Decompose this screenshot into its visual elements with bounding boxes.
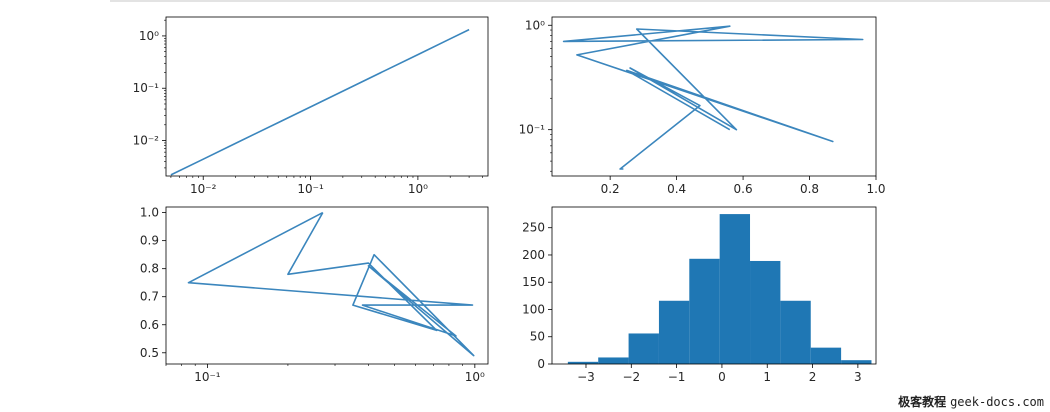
y-tick-label: 10⁰: [139, 29, 159, 43]
subplot-top-right: 0.2 0.4 0.6 0.8 1.0 10⁻¹ 10⁰: [519, 16, 886, 196]
x-tick-label: −3: [577, 370, 595, 384]
y-tick-label: 0: [537, 357, 545, 371]
y-tick-label: 0.7: [140, 290, 159, 304]
x-tick-label: 10⁻¹: [297, 182, 324, 196]
axes-frame: [551, 206, 877, 365]
y-tick-label: 10⁻²: [133, 134, 160, 148]
y-tick-label: 100: [522, 302, 545, 316]
histogram-bar: [567, 361, 599, 364]
axes-frame: [165, 16, 489, 177]
x-tick-label: 10⁻²: [190, 182, 217, 196]
x-tick-label: 3: [854, 370, 862, 384]
x-tick-label: 0: [718, 370, 726, 384]
y-tick-label: 150: [522, 275, 545, 289]
watermark-site: geek-docs.com: [950, 395, 1044, 409]
x-tick-label: 10⁰: [408, 182, 428, 196]
x-tick-label: 0.6: [734, 182, 753, 196]
watermark-brand: 极客教程: [898, 395, 947, 409]
y-tick-label: 200: [522, 248, 545, 262]
subplot-top-left: 10⁻² 10⁻¹ 10⁰ 10⁻² 10⁻¹ 10⁰: [133, 16, 489, 196]
histogram-bar: [719, 214, 751, 364]
x-tick-label: 0.4: [667, 182, 686, 196]
x-tick-label: 10⁰: [465, 370, 485, 384]
x-tick-label: 0.8: [800, 182, 819, 196]
x-tick-label: −1: [668, 370, 686, 384]
series-line: [187, 211, 475, 357]
y-tick-label: 50: [530, 330, 545, 344]
y-tick-label: 1.0: [140, 206, 159, 220]
histogram-bar: [780, 300, 811, 364]
y-tick-label: 0.5: [140, 346, 159, 360]
x-tick-label: 0.2: [601, 182, 620, 196]
histogram-bar: [598, 357, 629, 364]
histogram-bar: [841, 360, 872, 364]
x-tick-label: −2: [622, 370, 640, 384]
x-tick-label: 10⁻¹: [194, 370, 221, 384]
y-tick-label: 10⁰: [525, 18, 545, 32]
x-tick-label: 2: [809, 370, 817, 384]
y-tick-label: 0.6: [140, 318, 159, 332]
histogram-bar: [750, 260, 781, 364]
histogram-bar: [628, 333, 659, 364]
histogram-bar: [658, 300, 690, 364]
series-line: [562, 25, 864, 170]
y-tick-label: 0.9: [140, 234, 159, 248]
y-tick-label: 250: [522, 221, 545, 235]
watermark: 极客教程 geek-docs.com: [898, 393, 1044, 410]
histogram-bar: [810, 347, 842, 364]
x-tick-label: 1.0: [866, 182, 885, 196]
x-tick-label: 1: [763, 370, 771, 384]
histogram-bar: [689, 258, 720, 364]
y-tick-label: 10⁻¹: [519, 123, 546, 137]
subplot-bottom-left: 10⁻¹ 10⁰ 0.5 0.6 0.7 0.8 0.9 1.0: [140, 206, 489, 384]
axes-frame: [165, 206, 489, 365]
subplot-bottom-right: −3 −2 −1 0 1 2 3 0 50 100 150 200 250: [522, 206, 877, 384]
series-line: [170, 28, 470, 176]
y-tick-label: 10⁻¹: [133, 81, 160, 95]
top-separator-line: [110, 0, 1050, 2]
y-tick-label: 0.8: [140, 262, 159, 276]
axes-frame: [551, 16, 877, 177]
